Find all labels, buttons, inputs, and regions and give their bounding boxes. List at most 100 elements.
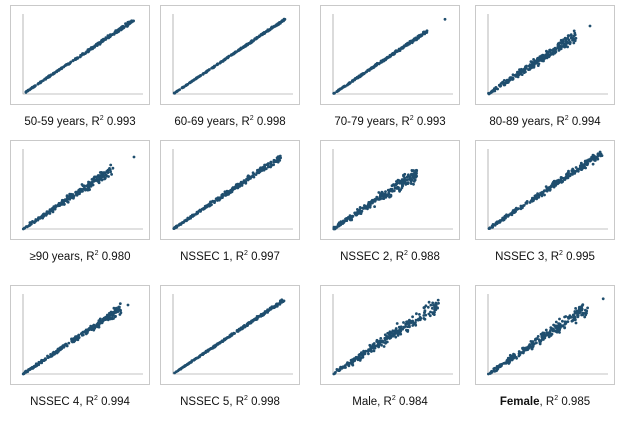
- caption-r2-value: 0.994: [571, 116, 601, 128]
- data-point: [402, 321, 405, 324]
- data-point: [524, 70, 527, 74]
- data-point: [531, 340, 535, 343]
- data-point: [537, 338, 541, 342]
- data-point: [347, 82, 351, 85]
- data-point: [568, 174, 572, 178]
- axes: [22, 14, 143, 95]
- data-point: [406, 178, 409, 182]
- data-point: [344, 366, 347, 369]
- data-point: [99, 175, 103, 179]
- data-point: [247, 177, 251, 181]
- data-point: [548, 48, 552, 52]
- data-point: [401, 327, 404, 331]
- data-point: [403, 176, 406, 180]
- data-point: [397, 49, 401, 53]
- data-point: [379, 337, 383, 340]
- data-point: [544, 185, 548, 188]
- scatter-svg: [487, 149, 608, 230]
- data-point: [254, 317, 257, 320]
- data-point: [190, 359, 194, 363]
- data-point: [543, 335, 546, 339]
- data-point: [38, 216, 41, 219]
- caption-r2-value: 0.993: [416, 116, 446, 128]
- data-point: [508, 353, 512, 357]
- data-point: [395, 322, 399, 325]
- data-point: [259, 33, 263, 36]
- data-point: [409, 182, 413, 185]
- data-point: [375, 195, 379, 199]
- caption-r-label: , R2: [377, 395, 396, 408]
- data-point: [44, 77, 48, 81]
- data-point: [358, 206, 362, 209]
- data-point: [354, 213, 358, 217]
- data-point: [393, 51, 397, 55]
- data-point: [374, 197, 377, 201]
- data-point: [69, 193, 73, 197]
- data-point: [278, 302, 282, 306]
- caption-r2-value: 0.998: [251, 396, 280, 408]
- data-point: [179, 367, 183, 371]
- data-point: [41, 215, 45, 219]
- data-point: [583, 315, 587, 319]
- caption-group-label: 80-89 years: [489, 116, 551, 128]
- data-point: [355, 356, 359, 359]
- data-point: [408, 176, 412, 179]
- data-point: [520, 70, 523, 74]
- data-point: [497, 364, 501, 368]
- scatter-svg: [172, 14, 293, 95]
- data-point: [229, 190, 233, 193]
- data-point: [256, 171, 259, 175]
- data-point: [397, 179, 401, 182]
- panel-caption: NSSEC 2, R2 0.988: [320, 250, 460, 263]
- data-point: [205, 350, 209, 353]
- data-point: [567, 317, 570, 320]
- data-point: [598, 152, 602, 156]
- data-point: [68, 195, 72, 199]
- data-point: [281, 300, 285, 303]
- scatter-svg: [487, 294, 608, 376]
- panel-caption: NSSEC 3, R2 0.995: [475, 250, 615, 263]
- data-point: [541, 337, 544, 341]
- data-point: [361, 355, 365, 359]
- data-point: [405, 328, 408, 332]
- data-point: [392, 189, 396, 193]
- data-point: [245, 43, 248, 47]
- caption-group-label: Male: [352, 396, 378, 408]
- data-point: [88, 326, 91, 330]
- data-point: [558, 331, 561, 334]
- data-point: [242, 45, 245, 49]
- data-point: [567, 169, 570, 173]
- data-point: [272, 163, 275, 167]
- data-point: [132, 19, 135, 23]
- data-point: [501, 80, 504, 84]
- data-point: [76, 191, 80, 195]
- caption-r2-value: 0.994: [101, 396, 130, 408]
- data-point: [111, 166, 115, 170]
- data-point: [337, 369, 340, 372]
- data-point: [22, 372, 26, 375]
- data-point: [550, 332, 554, 336]
- data-point: [224, 57, 228, 61]
- data-point: [266, 311, 269, 314]
- data-point: [97, 321, 100, 325]
- data-point: [410, 169, 414, 173]
- data-point: [412, 180, 416, 183]
- panel-caption: NSSEC 1, R2 0.997: [160, 250, 300, 263]
- data-point: [377, 191, 381, 194]
- data-point: [557, 322, 560, 325]
- data-point: [379, 59, 383, 63]
- data-point: [561, 319, 564, 323]
- data-point: [238, 48, 242, 52]
- data-point: [511, 73, 515, 77]
- plot-area: [475, 140, 615, 240]
- data-point: [572, 315, 576, 318]
- data-point: [189, 215, 192, 219]
- plot-area: [10, 5, 150, 105]
- data-point: [351, 358, 354, 361]
- data-point: [348, 217, 352, 220]
- data-point: [379, 197, 382, 201]
- data-point: [109, 163, 113, 167]
- data-point: [211, 199, 215, 203]
- panel-caption: Female, R2 0.985: [475, 395, 615, 408]
- data-point: [568, 42, 572, 46]
